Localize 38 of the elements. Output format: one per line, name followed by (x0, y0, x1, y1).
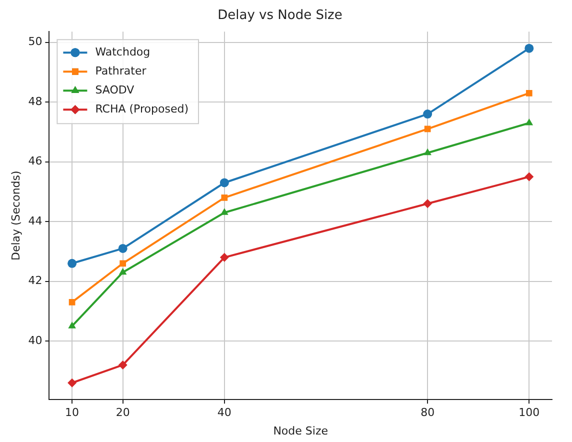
point (423, 110, 432, 119)
y-tick-label: 50 (28, 35, 42, 48)
y-tick-label: 48 (28, 94, 42, 108)
point (424, 148, 432, 156)
point (220, 208, 228, 215)
chart-title: Delay vs Node Size (218, 8, 342, 24)
y-tick-label: 42 (28, 274, 42, 288)
point (221, 194, 228, 201)
x-tick-label: 20 (116, 406, 130, 420)
y-tick-label: 40 (28, 334, 42, 347)
point (118, 244, 128, 253)
point (424, 126, 431, 132)
y-tick-label: 44 (28, 214, 42, 228)
point (524, 44, 534, 53)
point (220, 178, 229, 188)
y-tick-label: 46 (28, 154, 42, 168)
point (68, 322, 76, 328)
point (525, 118, 534, 126)
x-axis-title: Node Size (273, 424, 328, 438)
x-tick-label: 80 (420, 406, 435, 420)
point (524, 172, 534, 182)
legend-label: Watchdog (95, 45, 150, 58)
point (68, 378, 77, 388)
point (118, 268, 127, 275)
legend-label: Pathrater (95, 64, 147, 78)
x-tick-label: 10 (65, 406, 80, 420)
legend-label: SAODV (95, 83, 135, 96)
point (68, 258, 77, 268)
point (120, 260, 126, 267)
point (526, 90, 532, 96)
point (423, 199, 432, 208)
point (118, 360, 128, 370)
legend-label: RCHA (Proposed) (95, 102, 188, 116)
point (220, 252, 229, 262)
point (68, 299, 76, 306)
x-tick-label: 40 (217, 406, 232, 420)
x-tick-label: 100 (518, 406, 540, 420)
y-axis-title: Delay (Seconds) (9, 170, 22, 261)
